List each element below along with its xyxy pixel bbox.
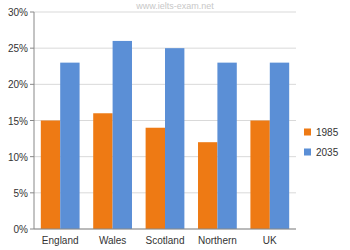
y-tick-label: 10% [8, 152, 28, 163]
bar [165, 48, 184, 229]
bar [93, 113, 112, 229]
legend-label: 1985 [316, 127, 339, 138]
tick-mark [30, 120, 34, 121]
grid-line [34, 12, 296, 13]
tick-mark [30, 12, 34, 13]
bar [198, 142, 217, 229]
tick-mark [30, 229, 34, 230]
y-tick-label: 20% [8, 79, 28, 90]
tick-mark [30, 156, 34, 157]
bar [217, 63, 236, 229]
chart-container: www.ielts-exam.net 0% 5% 10% 15% 20% 25% 30% Eng… [0, 0, 350, 250]
x-tick-label: Scotland [146, 235, 185, 246]
y-tick-label: 15% [8, 116, 28, 127]
bar [270, 63, 289, 229]
tick-mark [30, 48, 34, 49]
watermark: www.ielts-exam.net [135, 1, 214, 11]
y-axis [34, 12, 35, 229]
x-tick-label: England [42, 235, 79, 246]
y-tick-label: 5% [14, 188, 29, 199]
legend-swatch [304, 129, 311, 136]
y-tick-label: 0% [14, 224, 29, 235]
bar [41, 121, 60, 230]
y-tick-label: 30% [8, 7, 28, 18]
x-tick-label: UK [263, 235, 277, 246]
y-tick-label: 25% [8, 43, 28, 54]
bars [41, 41, 289, 229]
bar [250, 121, 269, 230]
tick-mark [30, 192, 34, 193]
legend-label: 2035 [316, 147, 339, 158]
bar [60, 63, 79, 229]
legend-swatch [304, 149, 311, 156]
bar [146, 128, 165, 229]
chart: www.ielts-exam.net 0% 5% 10% 15% 20% 25% 30% Eng… [0, 0, 350, 250]
grid-line [34, 229, 296, 230]
x-tick-label: Wales [99, 235, 126, 246]
bar [113, 41, 132, 229]
x-axis [34, 229, 296, 230]
x-tick-label: Northern [198, 235, 237, 246]
tick-mark [30, 84, 34, 85]
